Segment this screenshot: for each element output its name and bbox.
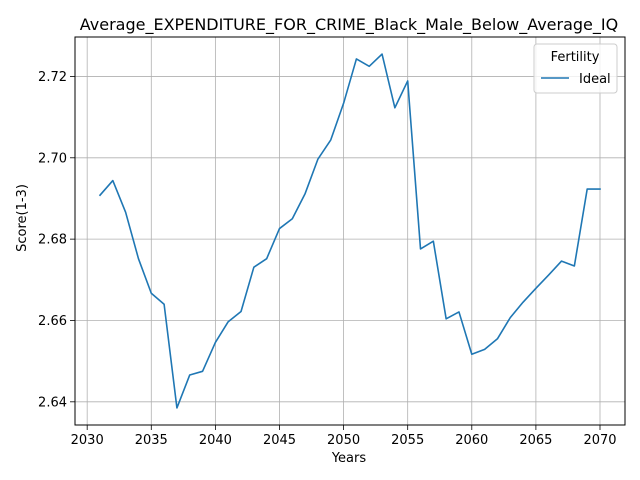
axis-ticks: 2030 2035 2040 2045 2050 2055 2060 2065 2070 2.64… [38, 70, 617, 448]
x-tick-label: 2065 [519, 433, 552, 448]
x-tick-label: 2030 [71, 433, 104, 448]
gridlines [75, 37, 625, 425]
x-tick-label: 2060 [455, 433, 488, 448]
y-tick-label: 2.72 [38, 70, 67, 85]
series-layer [98, 53, 601, 409]
x-axis-title: Years [331, 451, 367, 466]
plot-area-frame [74, 36, 626, 426]
legend: Fertility Ideal [533, 43, 618, 94]
legend-title: Fertility [551, 50, 600, 65]
series-line-ideal [98, 53, 601, 409]
chart-title: Average_EXPENDITURE_FOR_CRIME_Black_Male… [80, 15, 618, 35]
y-tick-label: 2.70 [38, 151, 67, 166]
x-tick-label: 2070 [583, 433, 616, 448]
legend-label-ideal: Ideal [579, 72, 611, 87]
y-tick-label: 2.68 [38, 233, 67, 248]
x-tick-label: 2045 [263, 433, 296, 448]
x-tick-label: 2050 [327, 433, 360, 448]
y-tick-label: 2.66 [38, 314, 67, 329]
x-tick-label: 2055 [391, 433, 424, 448]
y-axis-title: Score(1-3) [15, 184, 30, 252]
x-tick-label: 2040 [199, 433, 232, 448]
y-tick-label: 2.64 [38, 395, 67, 410]
x-tick-label: 2035 [135, 433, 168, 448]
legend-box [533, 43, 618, 94]
